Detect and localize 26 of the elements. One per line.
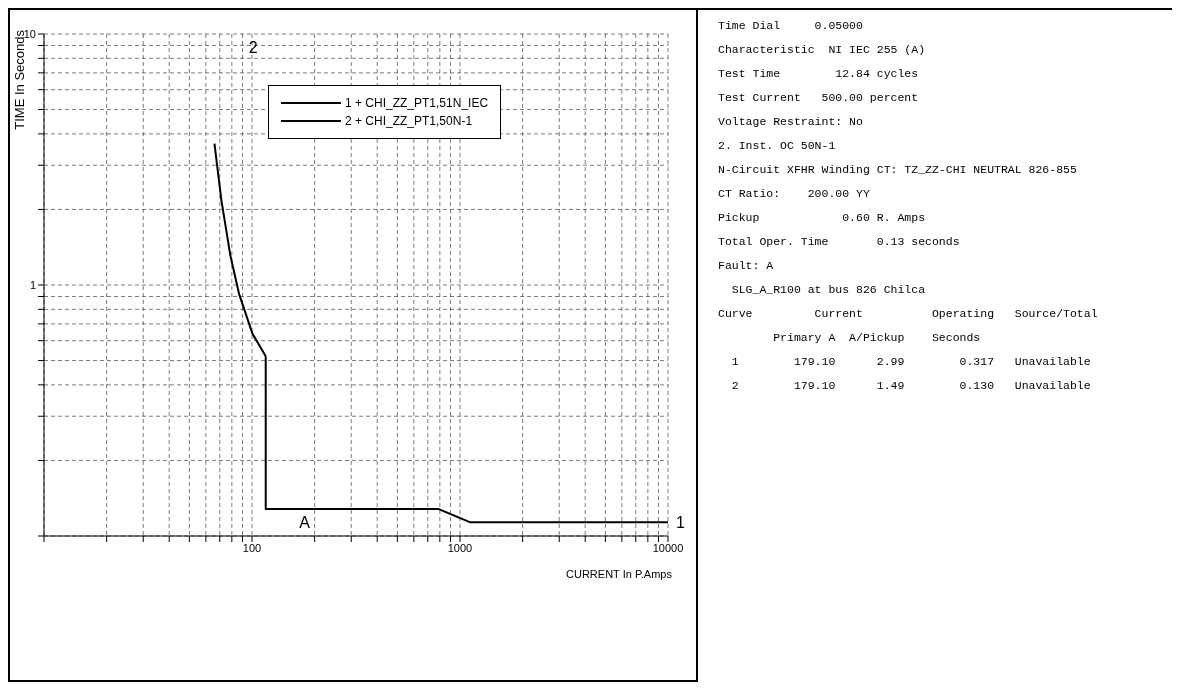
- text: Test Time 12.84 cycles: [718, 66, 920, 82]
- annotation: 1: [676, 513, 685, 531]
- x-tick-label: 1000: [447, 541, 473, 554]
- text: Test Current 500.00 percent: [718, 90, 920, 106]
- text: Curve Current Operating Source/Total: [718, 306, 1099, 322]
- text: 2 179.10 1.49 0.130 Unavailable: [730, 378, 1092, 394]
- text: 2. Inst. OC 50N-1: [718, 138, 837, 154]
- text: CT Ratio: 200.00 YY: [718, 186, 871, 202]
- x-tick-label: 10000: [652, 541, 684, 554]
- annotation: 2: [248, 39, 258, 57]
- text: Characteristic NI IEC 255 (A): [718, 42, 927, 58]
- annotation: A: [299, 514, 311, 532]
- x-axis-title: CURRENT In P.Amps: [566, 568, 672, 580]
- text: N-Circuit XFHR Winding CT: TZ_ZZ-CHI NEUTRAL 826-855: [718, 162, 1078, 178]
- legend-label: 1 + CHI_ZZ_PT1,51N_IEC: [345, 95, 489, 112]
- text: Total Oper. Time 0.13 seconds: [718, 234, 961, 250]
- text: Voltage Restraint: No: [718, 114, 864, 130]
- text: Primary A A/Pickup Seconds: [772, 330, 982, 346]
- text: Fault: A: [718, 258, 775, 274]
- y-tick-label: 10: [23, 27, 36, 40]
- x-tick-label: 100: [242, 541, 262, 554]
- legend-label: 2 + CHI_ZZ_PT1,50N-1: [345, 113, 473, 130]
- text: SLG_A_R100 at bus 826 Chilca: [730, 282, 927, 298]
- text: 1 179.10 2.99 0.317 Unavailable: [730, 354, 1092, 370]
- text: Pickup 0.60 R. Amps: [718, 210, 927, 226]
- text: Time Dial 0.05000: [718, 18, 864, 34]
